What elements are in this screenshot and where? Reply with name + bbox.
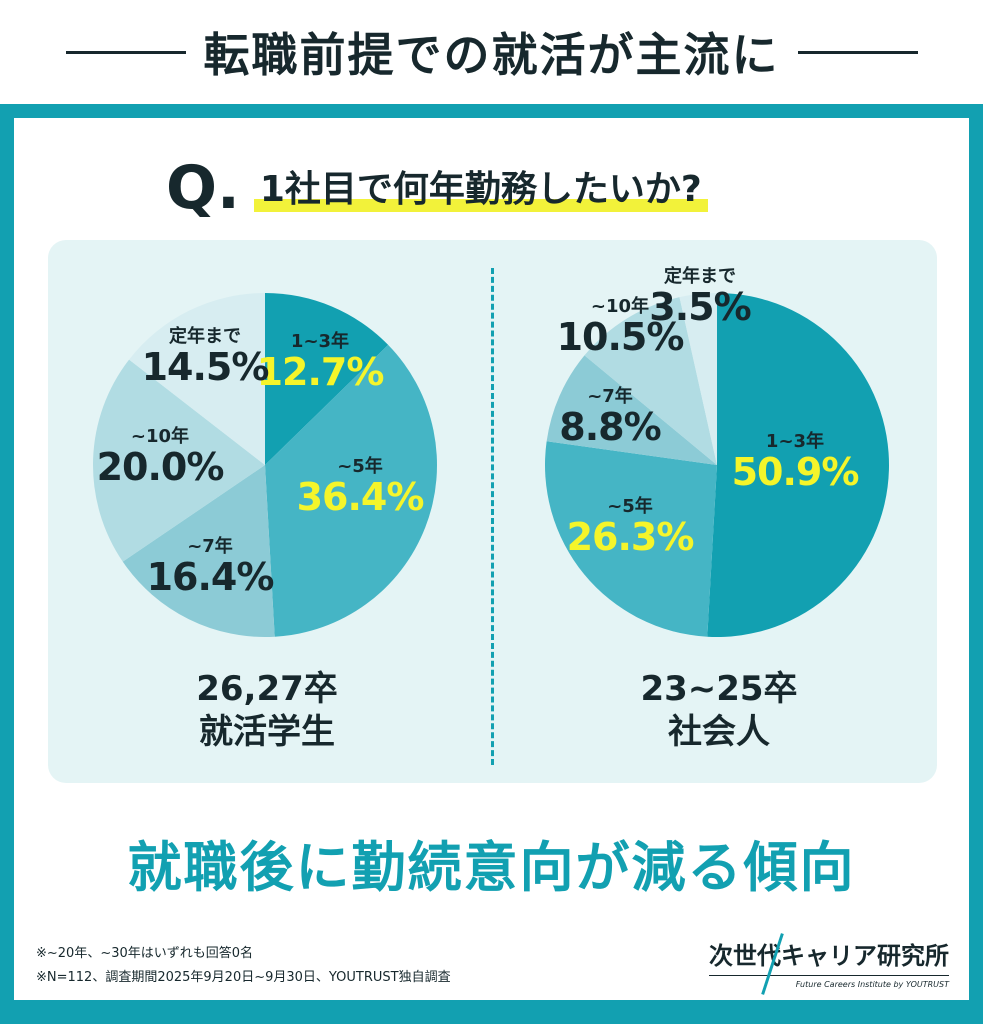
slice-label: 定年まで 3.5% (649, 266, 751, 329)
slice-label: ~5年 36.4% (296, 456, 425, 519)
divider-line (65, 50, 186, 54)
slice-label: ~7年 8.8% (559, 386, 661, 449)
slice-category: ~5年 (607, 496, 653, 518)
slice-value: 50.9% (731, 450, 860, 494)
group-label-line: 26,27卒 (196, 669, 338, 709)
slice-label: ~5年 26.3% (566, 496, 695, 559)
frame: Q. 1社目で何年勤務したいか? 26,27卒 就活学生 23~25卒 社会人 … (0, 104, 983, 1024)
slice-value: 36.4% (296, 475, 425, 519)
footnote: ※N=112、調査期間2025年9月20日~9月30日、YOUTRUST独自調査 (36, 970, 451, 985)
slice-value: 16.4% (146, 555, 275, 599)
slice-category: 定年まで (169, 326, 241, 348)
pie-slice (265, 344, 437, 637)
question-text: 1社目で何年勤務したいか? (253, 160, 708, 212)
pie-slice (584, 297, 717, 465)
group-label-line: 就活学生 (199, 711, 335, 752)
page-title: 転職前提での就活が主流に (203, 28, 780, 82)
slice-category: 1~3年 (765, 431, 825, 453)
slice-label: 1~3年 50.9% (731, 431, 860, 494)
dashed-divider (491, 268, 494, 765)
slice-value: 8.8% (559, 405, 661, 449)
slice-category: ~7年 (587, 386, 633, 408)
slice-label: 定年まで 14.5% (141, 326, 270, 389)
slice-category: 1~3年 (290, 331, 350, 353)
pie-slice (129, 293, 265, 465)
slice-category: 定年まで (663, 266, 736, 288)
chart-panel: 26,27卒 就活学生 23~25卒 社会人 1~3年 12.7% ~5年 36.4%… (48, 240, 937, 783)
slice-category: ~5年 (337, 456, 383, 478)
pie-slice (93, 359, 265, 562)
slice-value: 10.5% (556, 315, 685, 359)
group-label-students: 26,27卒 就活学生 (117, 668, 417, 753)
content: Q. 1社目で何年勤務したいか? 26,27卒 就活学生 23~25卒 社会人 … (14, 118, 969, 1000)
group-label-workers: 23~25卒 社会人 (569, 668, 869, 753)
logo-subtitle: Future Careers Institute by YOUTRUST (795, 980, 949, 989)
pie-slice (545, 441, 717, 637)
pie-slice (707, 293, 890, 637)
slice-value: 14.5% (141, 345, 270, 389)
question-mark: Q. (166, 153, 240, 223)
question: Q. 1社目で何年勤務したいか? (166, 158, 708, 218)
slice-value: 26.3% (566, 515, 695, 559)
pie-slice (122, 465, 275, 637)
footnotes: ※~20年、~30年はいずれも回答0名 ※N=112、調査期間2025年9月20… (36, 942, 451, 990)
footnote: ※~20年、~30年はいずれも回答0名 (36, 946, 254, 961)
slice-value: 20.0% (96, 445, 225, 489)
group-label-line: 23~25卒 (640, 669, 798, 709)
slice-category: ~10年 (130, 426, 190, 448)
slice-value: 3.5% (649, 285, 751, 329)
pie-charts (93, 293, 890, 637)
slice-label: ~10年 10.5% (556, 296, 685, 359)
logo: 次世代キャリア研究所 Future Careers Institute by Y… (709, 933, 949, 995)
slice-category: ~7年 (187, 536, 233, 558)
slice-label: 1~3年 12.7% (256, 331, 385, 394)
pie-slice (546, 355, 717, 465)
header: 転職前提での就活が主流に (0, 0, 983, 104)
slice-value: 12.7% (256, 350, 385, 394)
slice-label: ~7年 16.4% (146, 536, 275, 599)
divider-line (797, 50, 918, 54)
pie-slice (265, 293, 389, 465)
group-label-line: 社会人 (668, 711, 770, 752)
slice-label: ~10年 20.0% (96, 426, 225, 489)
pie-slice (679, 293, 717, 465)
slice-category: ~10年 (590, 296, 650, 318)
logo-title: 次世代キャリア研究所 (709, 936, 949, 976)
headline: 就職後に勤続意向が減る傾向 (127, 836, 856, 899)
